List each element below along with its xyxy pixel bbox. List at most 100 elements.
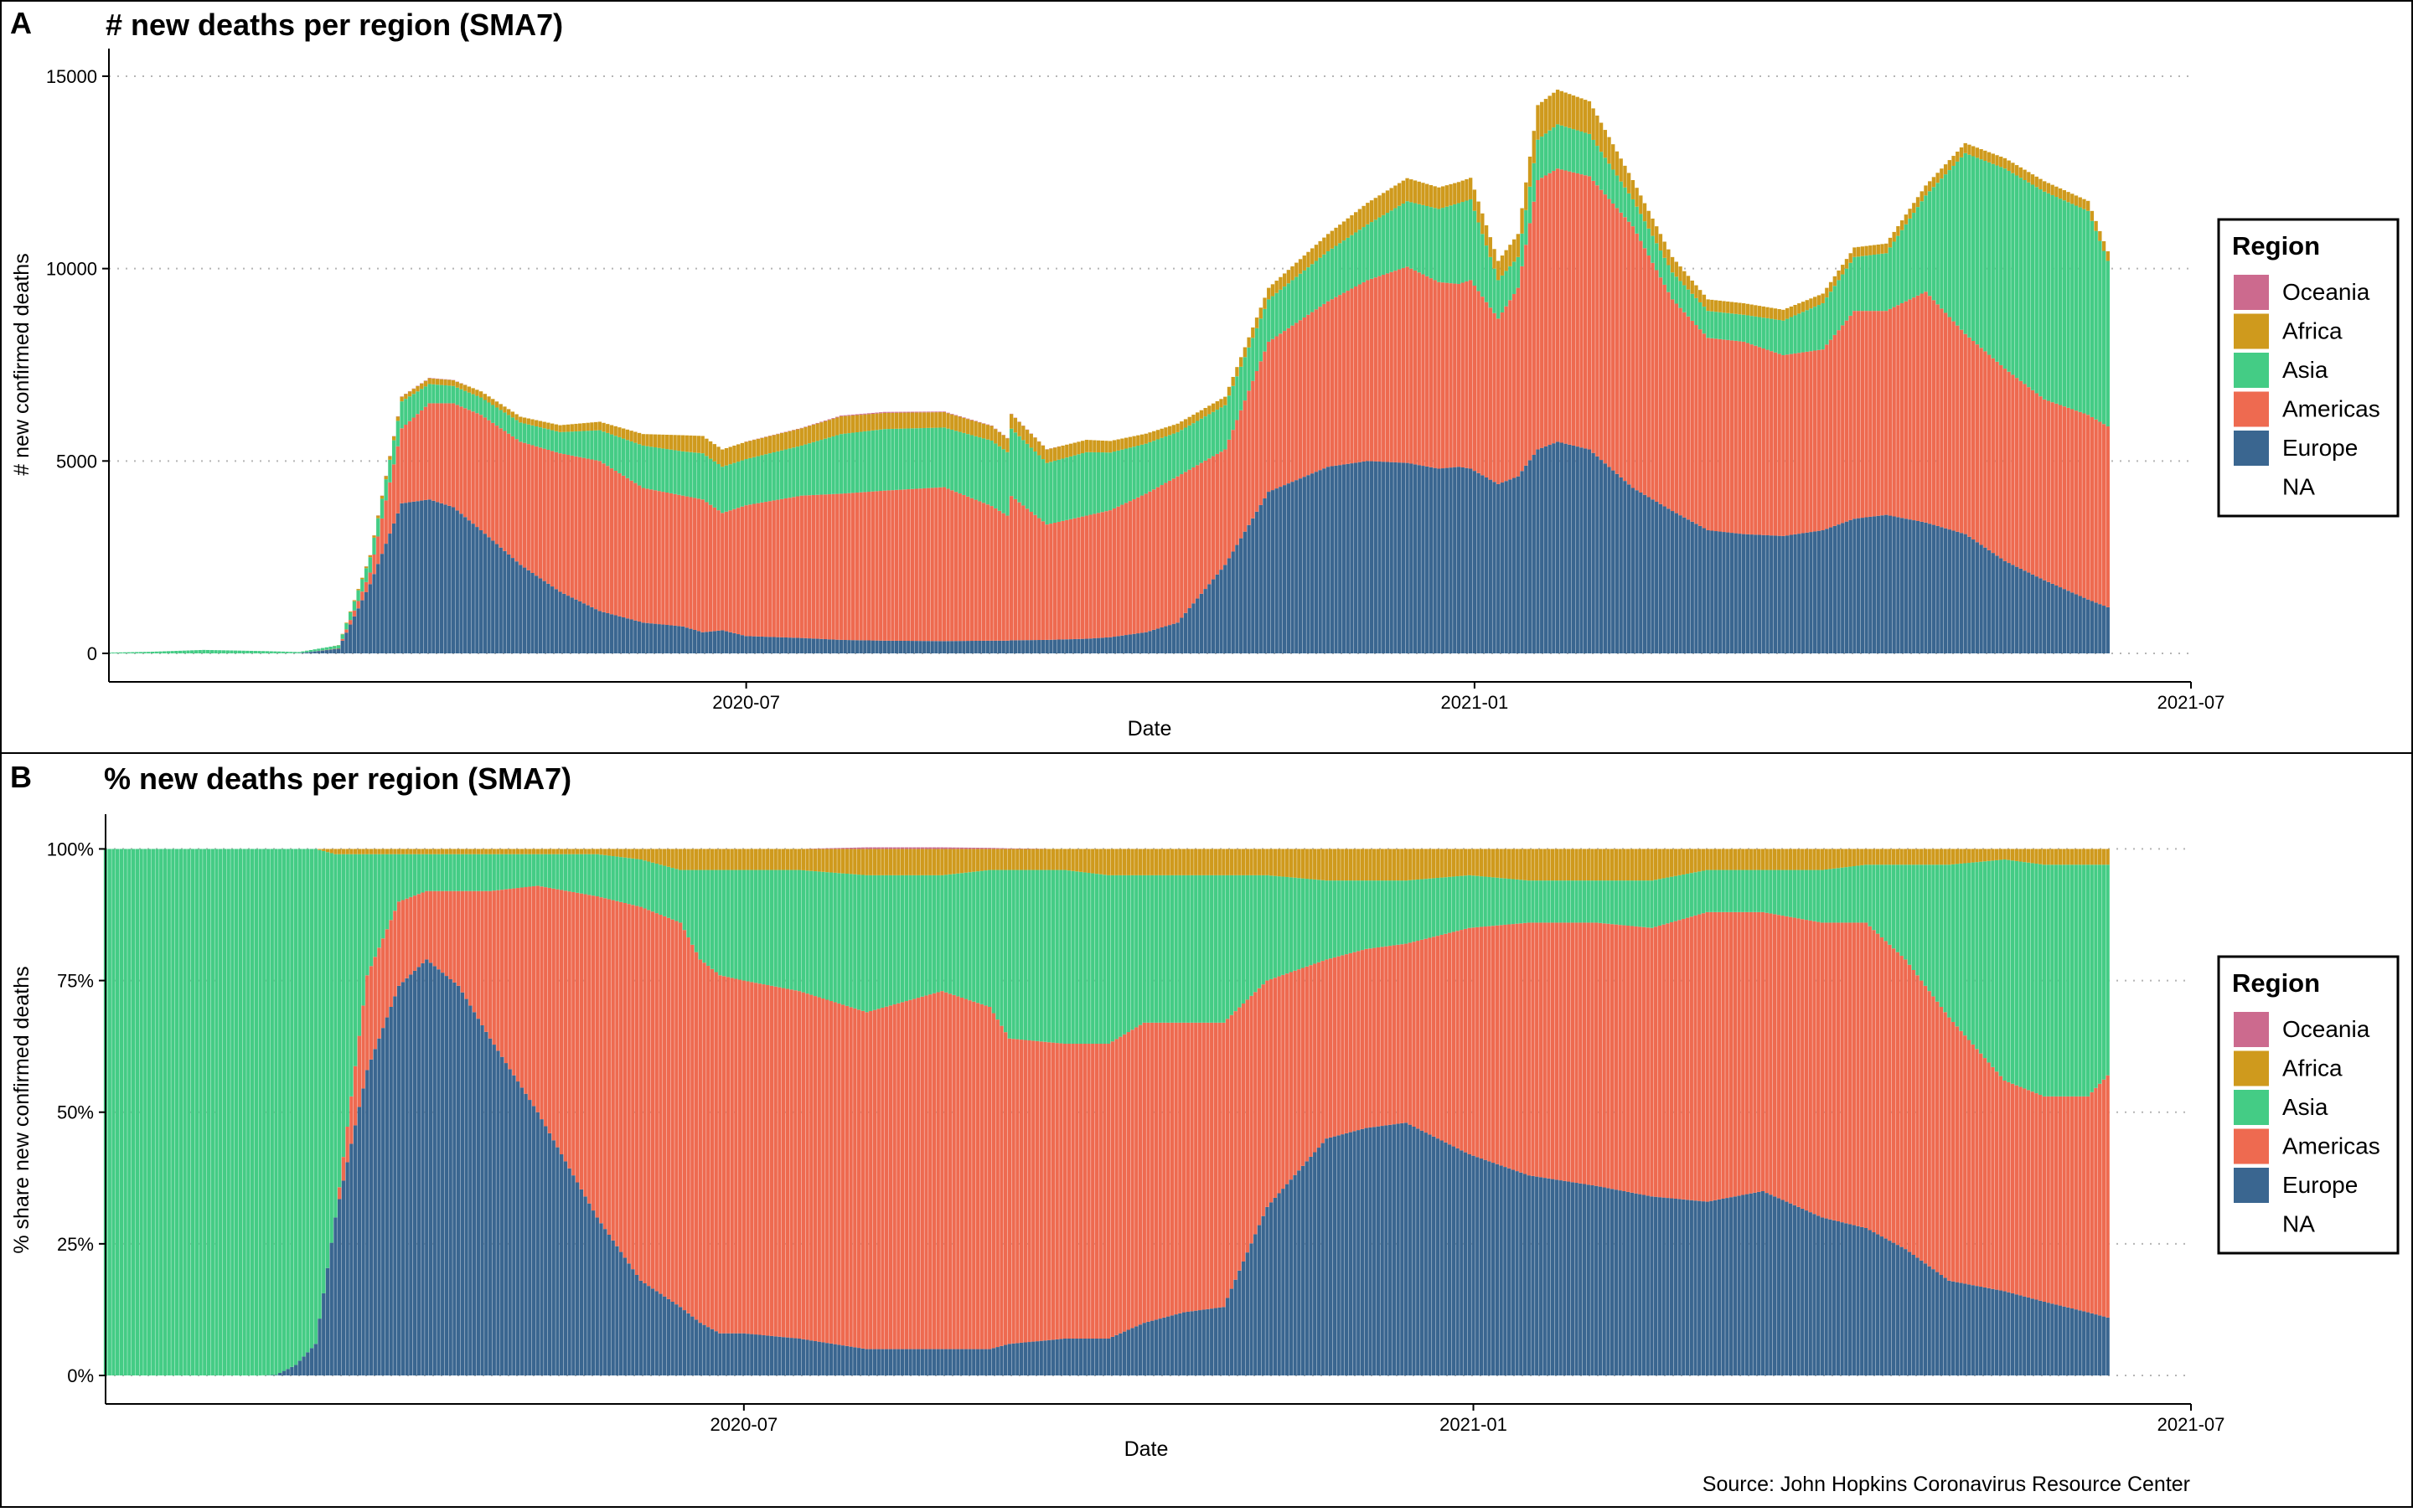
bar-segment-europe — [571, 597, 574, 653]
bar-segment-americas — [1734, 341, 1738, 534]
bar-segment-europe — [2015, 567, 2018, 653]
bar-segment-europe — [1749, 534, 1753, 653]
bar-segment-americas — [1948, 317, 1951, 530]
bar-segment-americas — [922, 488, 926, 641]
bar-segment-americas — [1627, 222, 1630, 485]
bar-segment-africa — [1721, 849, 1724, 870]
bar-segment-europe — [1975, 1286, 1978, 1375]
bar-segment-africa — [875, 414, 878, 431]
bar-segment-africa — [757, 439, 760, 457]
bar-segment-americas — [1448, 933, 1451, 1145]
bar-segment-asia — [841, 874, 845, 1005]
bar-segment-africa — [456, 382, 459, 388]
bar-segment-africa — [1063, 849, 1067, 870]
bar-segment-asia — [1873, 255, 1876, 311]
bar-segment-africa — [1049, 448, 1052, 462]
bar-segment-africa — [2094, 849, 2097, 864]
bar-segment-africa — [1223, 397, 1227, 405]
bar-segment-africa — [393, 849, 396, 854]
bar-segment-europe — [1639, 493, 1642, 653]
bar-segment-africa — [1017, 422, 1020, 436]
bar-segment-africa — [461, 849, 464, 854]
bar-segment-asia — [330, 853, 333, 1242]
bar-segment-asia — [143, 849, 147, 1375]
bar-segment-europe — [792, 637, 795, 653]
bar-segment-asia — [1535, 880, 1538, 922]
bar-segment-africa — [1418, 182, 1421, 204]
bar-segment-africa — [523, 418, 526, 424]
bar-segment-asia — [473, 854, 476, 891]
bar-segment-americas — [1318, 307, 1321, 470]
bar-segment-europe — [1999, 1291, 2002, 1375]
bar-segment-europe — [1358, 462, 1362, 653]
bar-segment-asia — [1828, 869, 1832, 922]
bar-segment-asia — [849, 874, 852, 1007]
bar-segment-asia — [1773, 870, 1776, 915]
bar-segment-americas — [1781, 355, 1785, 536]
bar-segment-asia — [258, 849, 261, 1375]
bar-segment-americas — [851, 493, 855, 640]
bar-segment-africa — [2063, 190, 2066, 200]
bar-segment-europe — [1591, 453, 1594, 653]
bar-segment-asia — [1987, 163, 1991, 355]
bar-segment-americas — [1512, 294, 1516, 478]
bar-segment-asia — [1265, 875, 1269, 981]
bar-segment-asia — [819, 440, 823, 494]
bar-segment-europe — [831, 639, 834, 653]
bar-segment-europe — [970, 641, 974, 653]
bar-segment-americas — [1088, 514, 1092, 638]
bar-segment-africa — [1793, 849, 1796, 870]
bar-segment-europe — [443, 504, 447, 653]
bar-segment-europe — [721, 630, 724, 653]
bar-segment-asia — [290, 849, 293, 1366]
bar-segment-americas — [1468, 928, 1471, 1154]
bar-segment-americas — [912, 999, 916, 1349]
bar-segment-americas — [638, 486, 641, 622]
bar-segment-africa — [974, 421, 977, 436]
bar-segment-asia — [1081, 453, 1084, 517]
bar-segment-europe — [659, 1294, 662, 1375]
bar-segment-europe — [1051, 1339, 1055, 1375]
bar-segment-asia — [433, 854, 437, 891]
bar-segment-americas — [679, 922, 682, 1307]
bar-segment-africa — [1729, 849, 1733, 870]
bar-segment-africa — [800, 428, 803, 446]
bar-segment-africa — [851, 415, 855, 433]
panel-b-bars — [104, 848, 2110, 1375]
bar-segment-europe — [1081, 639, 1084, 653]
bar-segment-americas — [1563, 922, 1566, 1180]
bar-segment-europe — [1198, 1310, 1201, 1375]
bar-segment-europe — [978, 641, 981, 653]
bar-segment-asia — [241, 651, 245, 653]
bar-segment-africa — [1071, 849, 1074, 870]
bar-segment-asia — [369, 854, 373, 967]
bar-segment-americas — [1560, 169, 1563, 442]
bar-segment-oceania — [908, 848, 912, 849]
bar-segment-asia — [2106, 261, 2110, 426]
bar-segment-europe — [1979, 544, 1982, 653]
bar-segment-europe — [1289, 1179, 1293, 1375]
bar-segment-europe — [1631, 488, 1635, 653]
bar-segment-americas — [721, 513, 724, 630]
bar-segment-europe — [674, 1304, 678, 1375]
bar-segment-asia — [123, 849, 127, 1375]
bar-segment-asia — [560, 854, 563, 890]
bar-segment-americas — [1979, 1054, 1982, 1287]
bar-segment-africa — [1591, 108, 1594, 140]
bar-segment-europe — [1713, 1200, 1717, 1375]
bar-segment-americas — [1230, 1015, 1233, 1289]
bar-segment-asia — [171, 849, 174, 1375]
bar-segment-asia — [1182, 875, 1186, 1023]
bar-segment-europe — [887, 641, 891, 653]
bar-segment-asia — [1473, 211, 1476, 286]
bar-segment-asia — [1333, 880, 1336, 957]
bar-segment-africa — [1956, 152, 1959, 162]
bar-segment-africa — [1610, 849, 1614, 880]
bar-segment-africa — [685, 436, 689, 452]
bar-segment-africa — [2094, 221, 2097, 231]
bar-segment-americas — [1294, 323, 1298, 480]
bar-segment-americas — [744, 505, 747, 636]
bar-segment-americas — [586, 459, 589, 606]
bar-segment-americas — [1063, 1044, 1067, 1339]
bar-segment-asia — [404, 399, 407, 425]
